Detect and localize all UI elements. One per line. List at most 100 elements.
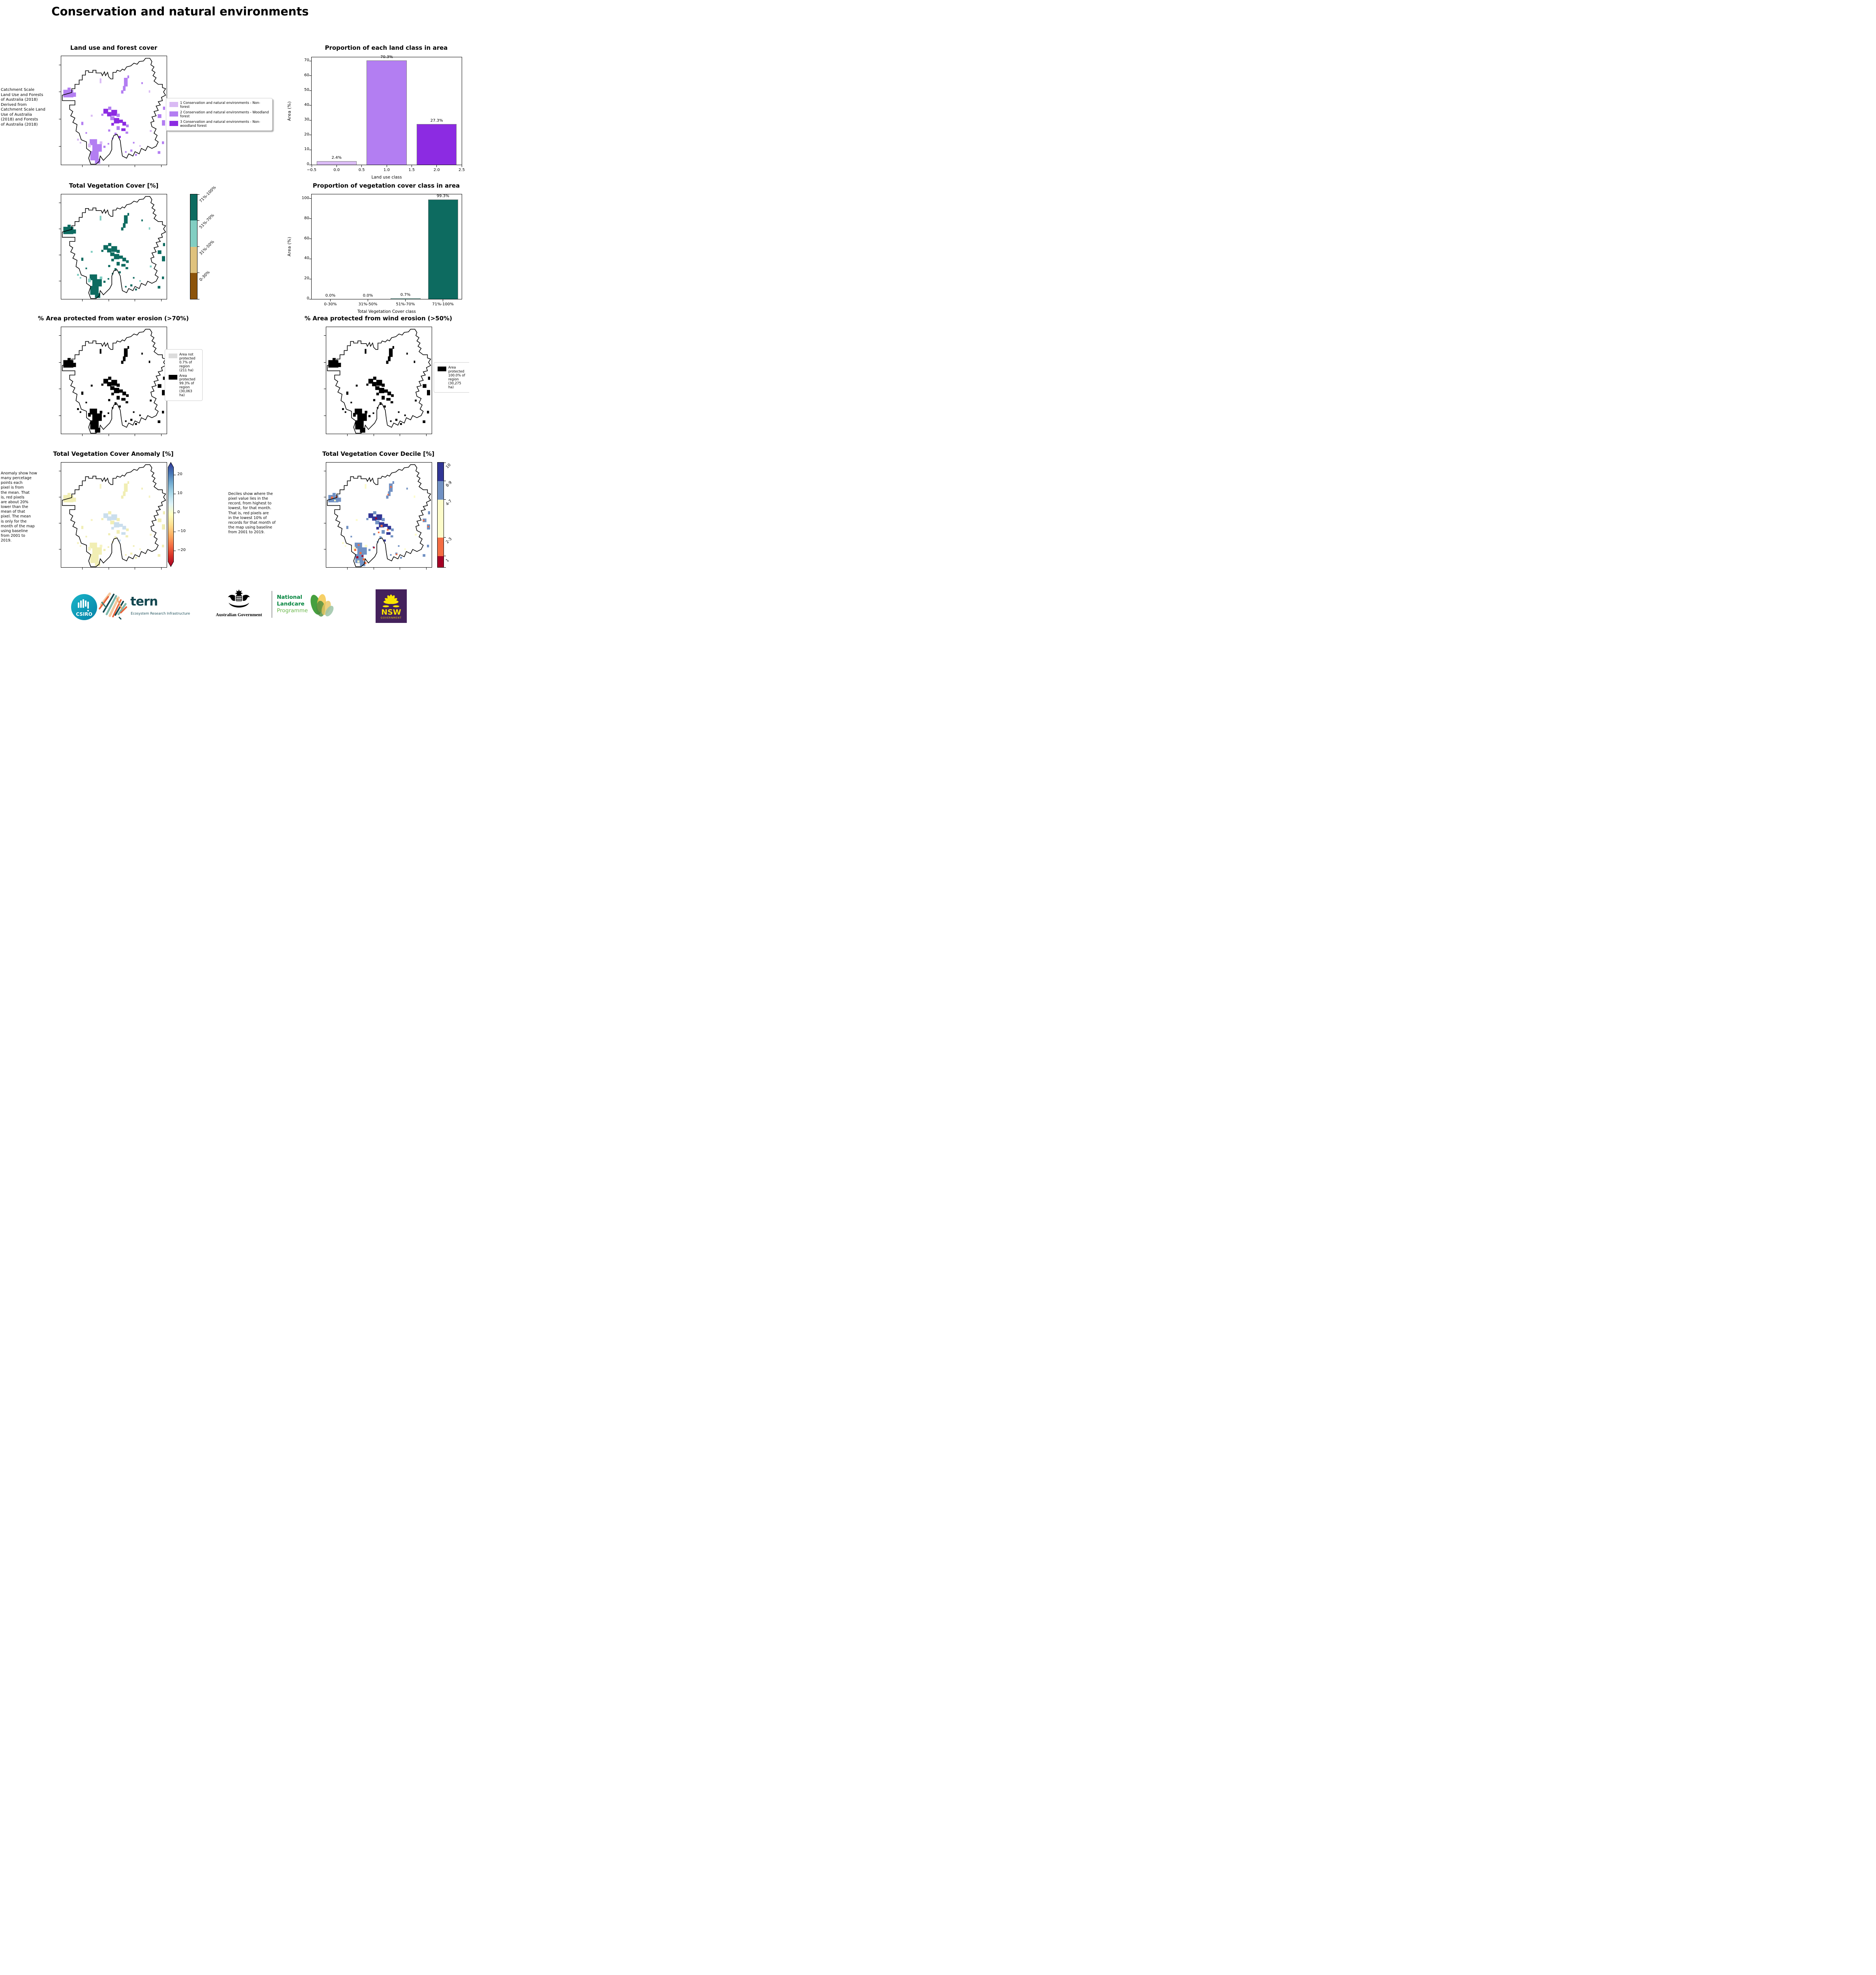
y-tick-label: 30 [304, 117, 309, 122]
y-tick-label: 0 [306, 296, 309, 301]
bar [390, 298, 421, 299]
bar-value-label: 2.4% [331, 155, 342, 160]
y-tick [309, 198, 312, 199]
y-tick-label: 20 [304, 132, 309, 137]
landcare-leaves-icon [310, 594, 334, 617]
x-tick [405, 299, 406, 301]
bar-chart-landclass: Area (%) Land use class 0 10 20 30 40 50 60 70 −… [287, 55, 465, 180]
map-tick-x [426, 434, 427, 436]
decile-note: Deciles show where the pixel value lies … [228, 492, 276, 535]
bar [367, 60, 407, 165]
map-tick-y [324, 362, 326, 363]
map-vegcover [59, 194, 167, 301]
y-tick-label: 100 [301, 196, 309, 200]
colorbar-tick-label: 10 [177, 491, 182, 495]
colorbar-segment [438, 556, 444, 567]
map-tick-x [426, 568, 427, 570]
nsw-government-logo: NSW GOVERNMENT [376, 589, 407, 623]
map-tick-x [161, 165, 162, 167]
csiro-logo: CSIRO [71, 594, 97, 620]
colorbar-tick [444, 567, 446, 568]
colorbar-label: 71%-100% [199, 185, 217, 204]
colorbar-segment [190, 194, 197, 221]
colorbar-segment [190, 220, 197, 247]
map-tick-x [161, 299, 162, 301]
bar [316, 161, 357, 165]
y-tick-label: 20 [304, 276, 309, 281]
bar-value-label: 27.3% [430, 118, 443, 123]
map-title-anomaly: Total Vegetation Cover Anomaly [%] [53, 450, 174, 457]
colorbar-segment [438, 537, 444, 556]
map-tick-x [82, 434, 83, 436]
legend-label: Area protected 99.3% of region (30,063 h… [179, 373, 195, 397]
colorbar-tick-label: −10 [177, 529, 186, 533]
bar-value-label: 0.0% [325, 293, 336, 298]
colorbar-label: 8-9 [445, 480, 453, 488]
bar-value-label: 70.3% [380, 55, 393, 59]
colorbar-segment [438, 463, 444, 481]
map-anomaly [59, 462, 167, 570]
bar-chart-vegclass: Area (%) Total Vegetation Cover class 0 2… [287, 194, 462, 314]
report-page: Conservation and natural environments La… [0, 0, 469, 624]
x-tick [330, 299, 331, 301]
map-tick-y [59, 146, 61, 147]
y-tick-label: 10 [304, 147, 309, 152]
map-title-vegcover: Total Vegetation Cover [%] [69, 182, 159, 189]
anomaly-colorbar: 20 10 0 −10 −20 [168, 462, 186, 567]
chart-title-vegclass: Proportion of vegetation cover class in … [312, 182, 460, 189]
legend-label: 3 Conservation and natural environments … [180, 119, 260, 128]
colorbar-label: 1 [445, 558, 450, 563]
australian-government-crest [228, 589, 250, 608]
legend-label: Area not protected 0.7% of region (211 h… [179, 352, 195, 372]
y-tick-label: 40 [304, 102, 309, 107]
legend-item: 1 Conservation and natural environments … [169, 101, 269, 109]
y-tick-label: 0 [306, 162, 309, 166]
map-water-erosion [59, 327, 167, 436]
tern-australia-icon [99, 592, 127, 620]
bar-value-label: 0.7% [400, 293, 411, 297]
y-tick [309, 218, 312, 219]
legend-swatch-woodland [169, 111, 178, 117]
colorbar-tick [197, 220, 199, 221]
y-tick-label: 70 [304, 58, 309, 63]
bar-value-label: 0.0% [363, 293, 373, 298]
colorbar-label: 31%-50% [199, 239, 215, 256]
water-erosion-legend: Area not protected 0.7% of region (211 h… [165, 349, 203, 401]
x-axis-label: Land use class [371, 175, 402, 180]
y-tick-label: 50 [304, 88, 309, 92]
map-tick-y [59, 362, 61, 363]
colorbar-tick [197, 194, 199, 195]
y-tick-label: 60 [304, 236, 309, 241]
landcare-line-1: National [277, 594, 303, 600]
x-tick-label: 0.0 [333, 168, 340, 172]
bar [417, 124, 457, 165]
csiro-label: CSIRO [76, 611, 92, 617]
map-tick-y [324, 335, 326, 336]
landuse-source-note: Catchment Scale Land Use and Forests of … [1, 88, 45, 127]
landcare-line-3: Programme [277, 608, 308, 614]
map-tick-x [347, 568, 348, 570]
x-tick-label: 0-30% [324, 302, 337, 307]
map-tick-x [161, 434, 162, 436]
x-tick-label: 31%-50% [358, 302, 378, 307]
colorbar-segment [438, 481, 444, 500]
colorbar-tick-label: 0 [177, 510, 180, 514]
y-axis-label: Area (%) [287, 237, 292, 257]
decile-colorbar: 10 8-9 4-7 2-3 1 [437, 462, 453, 568]
legend-item: Area not protected 0.7% of region (211 h… [169, 352, 199, 372]
map-title-water-erosion: % Area protected from water erosion (>70… [38, 315, 189, 322]
map-tick-y [59, 335, 61, 336]
legend-swatch-not-protected [169, 354, 177, 358]
map-tick-x [161, 568, 162, 570]
x-tick [436, 165, 437, 167]
x-axis-label: Total Vegetation Cover class [357, 309, 416, 314]
legend-swatch-nonwoodland [169, 120, 178, 126]
colorbar-tick [444, 499, 446, 500]
legend-label: Area protected 100.0% of region (30,275 … [448, 365, 465, 389]
colorbar-label: 2-3 [445, 536, 453, 545]
y-tick-label: 40 [304, 256, 309, 261]
chart-title-landclass: Proportion of each land class in area [325, 44, 448, 51]
map-title-landuse: Land use and forest cover [70, 44, 158, 51]
map-decile [324, 462, 432, 570]
x-tick-label: 0.5 [358, 168, 365, 172]
